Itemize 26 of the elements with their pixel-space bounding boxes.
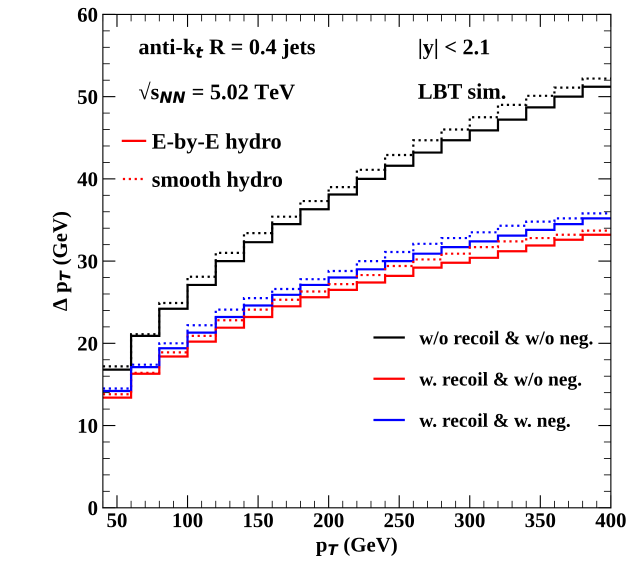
x-tick-label: 300 [454,513,485,528]
legend-label: w. recoil & w. neg. [419,413,570,432]
x-tick-label: 350 [525,513,556,528]
legend-label: w/o recoil & w/o neg. [419,330,593,349]
y-tick-label: 20 [78,336,98,351]
y-axis-title: Δ p$_{T}$ (GeV) [52,212,72,311]
annotation: E-by-E hydro [152,133,281,154]
x-axis-title: p$_{T}$ (GeV) [316,537,397,556]
annotation: |y| < 2.1 [420,38,490,60]
annotation: √s$_{NN}$ = 5.02 TeV [138,82,295,103]
x-tick-label: 400 [596,513,626,528]
legend-label: w. recoil & w/o neg. [419,372,582,390]
y-tick-label: 0 [88,501,98,516]
y-tick-label: 30 [78,254,98,269]
x-tick-label: 150 [244,513,273,528]
y-tick-label: 40 [77,172,98,186]
x-tick-label: 50 [107,513,127,528]
x-tick-label: 250 [384,513,414,528]
y-tick-label: 60 [78,8,98,22]
x-tick-label: 200 [314,513,344,528]
y-tick-label: 10 [78,418,98,433]
y-tick-label: 50 [78,90,98,104]
x-tick-label: 100 [174,513,202,528]
annotation: LBT sim. [418,83,506,100]
annotation: anti-k$_{t}$ R = 0.4 jets [139,38,315,59]
annotation: smooth hydro [152,171,282,192]
